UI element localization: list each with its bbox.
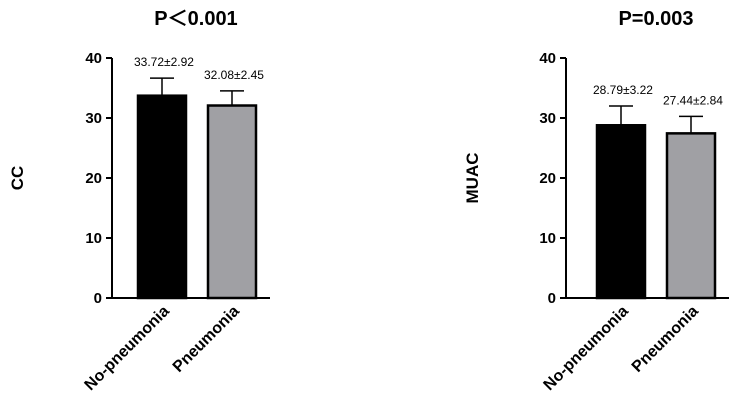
muac-bar-no-pneumonia xyxy=(595,124,647,300)
cc-category-label-no-pneumonia: No-pneumonia xyxy=(82,303,173,394)
muac-y-tick-label: 20 xyxy=(539,170,556,187)
cc-y-tick-label: 10 xyxy=(85,230,102,247)
cc-data-label-no-pneumonia: 33.72±2.92 xyxy=(134,55,194,69)
muac-chart-panel: P=0.003 MUAC 0 10 20 30 40 28.79±3.22 No-pneum… xyxy=(463,8,729,394)
muac-category-label-no-pneumonia: No-pneumonia xyxy=(541,303,632,394)
cc-data-label-pneumonia: 32.08±2.45 xyxy=(204,68,264,82)
muac-y-tick-label: 10 xyxy=(539,230,556,247)
cc-bar-pneumonia xyxy=(206,104,258,300)
muac-y-tick-label: 0 xyxy=(548,290,556,307)
cc-y-tick-label: 30 xyxy=(85,110,102,127)
muac-bar-pneumonia xyxy=(665,132,717,300)
muac-data-label-no-pneumonia: 28.79±3.22 xyxy=(593,83,653,97)
cc-y-tick-label: 0 xyxy=(94,290,102,307)
muac-y-axis-label: MUAC xyxy=(463,153,482,204)
muac-y-tick-label: 30 xyxy=(539,110,556,127)
muac-data-label-pneumonia: 27.44±2.84 xyxy=(663,93,723,107)
cc-chart-panel: P＜0.001 CC 0 10 20 30 40 33.72±2.92 No-pneumon… xyxy=(8,8,270,394)
cc-y-axis-label: CC xyxy=(8,166,27,191)
cc-bar-no-pneumonia xyxy=(136,94,188,300)
cc-y-tick-label: 40 xyxy=(85,50,102,67)
muac-y-tick-label: 40 xyxy=(539,50,556,67)
cc-chart-title: P＜0.001 xyxy=(154,8,237,30)
muac-category-label-pneumonia: Pneumonia xyxy=(629,303,702,376)
muac-chart-title: P=0.003 xyxy=(618,8,693,30)
cc-category-label-pneumonia: Pneumonia xyxy=(170,303,243,376)
cc-y-tick-label: 20 xyxy=(85,170,102,187)
